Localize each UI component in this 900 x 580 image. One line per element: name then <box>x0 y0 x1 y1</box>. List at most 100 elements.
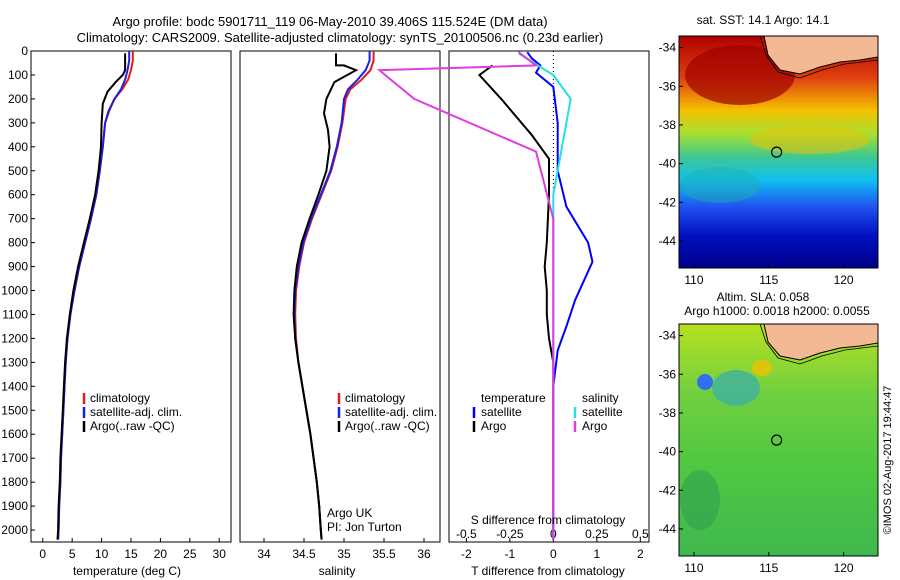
x-tick-label: 36 <box>417 547 431 561</box>
sla-low-eddy <box>712 370 760 406</box>
t-difference-axis-label: T difference from climatology <box>471 564 625 578</box>
y-tick-label: 400 <box>8 140 28 154</box>
sla-map: 110 115 120 -34 -36 -38 -40 -42 -44 <box>659 323 879 575</box>
map-y-tick-label: -34 <box>659 41 677 55</box>
y-tick-label: 1900 <box>1 499 28 513</box>
y-tick-label: 500 <box>8 164 28 178</box>
map-y-tick-label: -34 <box>659 329 677 343</box>
sst-frame <box>678 35 879 269</box>
sst-warm-patch <box>685 45 795 105</box>
y-tick-label: 2000 <box>1 523 28 537</box>
sla-frame <box>678 323 879 557</box>
figure-subtitle: Climatology: CARS2009. Satellite-adjuste… <box>77 30 604 45</box>
temperature-legend: climatology satellite-adj. clim. Argo(..… <box>82 391 182 433</box>
map-y-tick-label: -42 <box>659 483 677 497</box>
legend-satellite: satellite-adj. clim. <box>345 405 437 419</box>
sla-deep-eddy <box>697 374 713 390</box>
x-tick-label: 10 <box>95 547 109 561</box>
argo-location-marker <box>771 434 783 446</box>
sla-map-axes: 110 115 120 -34 -36 -38 -40 -42 -44 <box>659 329 854 575</box>
y-tick-label: 1800 <box>1 475 28 489</box>
x-tick-label: 20 <box>154 547 168 561</box>
salinity-axes: 34 34.5 35 35.5 36 <box>257 538 431 561</box>
map-x-tick-label: 115 <box>759 561 778 575</box>
y-tick-label: 700 <box>8 212 28 226</box>
x-tick-label: 0 <box>39 547 46 561</box>
y-tick-label: 200 <box>8 92 28 106</box>
salinity-legend: climatology satellite-adj. clim. Argo(..… <box>327 391 437 534</box>
map-x-tick-label: 110 <box>684 561 703 575</box>
map-x-tick-label: 110 <box>684 273 703 287</box>
temperature-panel <box>30 50 232 543</box>
x-tick-label: 0 <box>550 547 557 561</box>
y-tick-label: 1700 <box>1 451 28 465</box>
pi-label: PI: Jon Turton <box>327 520 402 534</box>
x-tick-label: 15 <box>124 547 138 561</box>
y-tick-label: 100 <box>8 68 28 82</box>
x-tick-label: 30 <box>213 547 227 561</box>
series-line-2 <box>56 53 127 540</box>
temperature-axis-label: temperature (deg C) <box>73 564 181 578</box>
s-tick-label: 0.5 <box>632 527 649 541</box>
legend-climatology: climatology <box>90 391 150 405</box>
legend-salinity-title: salinity <box>582 391 619 405</box>
y-tick-label: 1400 <box>1 379 28 393</box>
s-difference-axis-label: S difference from climatology <box>471 513 626 527</box>
y-tick-label: 800 <box>8 236 28 250</box>
y-tick-label: 600 <box>8 188 28 202</box>
coast-contour <box>759 35 879 79</box>
legend-t-argo: Argo <box>481 419 507 433</box>
s-tick-label: -0.25 <box>496 527 524 541</box>
argo-location-marker <box>771 146 783 158</box>
x-tick-label: -1 <box>505 547 516 561</box>
sla-high-patch <box>752 360 772 376</box>
legend-climatology: climatology <box>345 391 405 405</box>
series-line-1 <box>477 64 555 540</box>
y-tick-label: 1100 <box>2 307 28 321</box>
map-y-tick-label: -44 <box>659 234 677 248</box>
map-y-tick-label: -40 <box>659 445 677 459</box>
series-line-2 <box>292 53 359 540</box>
map-y-tick-label: -36 <box>659 79 677 93</box>
map-y-tick-label: -38 <box>659 118 677 132</box>
x-tick-label: -2 <box>461 547 472 561</box>
sst-front <box>750 126 870 154</box>
x-tick-label: 1 <box>593 547 600 561</box>
legend-temperature-title: temperature <box>481 391 546 405</box>
y-tick-label: 900 <box>8 260 28 274</box>
x-tick-label: 35.5 <box>372 547 396 561</box>
sst-eddy <box>680 167 760 203</box>
legend-s-argo: Argo <box>582 419 608 433</box>
x-tick-label: 5 <box>69 547 76 561</box>
salinity-axis-label: salinity <box>319 564 356 578</box>
coast-contour <box>759 323 879 365</box>
legend-s-satellite: satellite <box>582 405 623 419</box>
sla-west-patch <box>680 470 720 530</box>
map-y-tick-label: -44 <box>659 522 677 536</box>
legend-t-satellite: satellite <box>481 405 522 419</box>
y-tick-label: 1300 <box>1 355 28 369</box>
y-tick-label: 1200 <box>1 331 28 345</box>
map-y-tick-label: -40 <box>659 157 677 171</box>
y-tick-label: 1500 <box>1 403 28 417</box>
temperature-axes: 0 5 10 15 20 25 300100200300400500600700800900… <box>1 44 226 561</box>
x-tick-label: 34.5 <box>292 547 316 561</box>
map-y-tick-label: -36 <box>659 367 677 381</box>
difference-panel <box>448 50 650 543</box>
x-tick-label: 34 <box>257 547 271 561</box>
sla-map-subtitle: Argo h1000: 0.0018 h2000: 0.0055 <box>684 304 870 318</box>
sst-map: 110 115 120 -34 -36 -38 -40 -42 -44 <box>659 35 879 287</box>
x-tick-label: 25 <box>183 547 197 561</box>
y-tick-label: 1600 <box>1 427 28 441</box>
argo-uk-label: Argo UK <box>327 506 372 520</box>
legend-argo: Argo(..raw -QC) <box>345 419 430 433</box>
legend-argo: Argo(..raw -QC) <box>90 419 175 433</box>
difference-lines <box>376 51 594 540</box>
series-line-0 <box>526 51 594 540</box>
y-tick-label: 0 <box>21 44 28 58</box>
y-tick-label: 1000 <box>1 284 28 298</box>
temperature-lines <box>56 51 134 540</box>
map-y-tick-label: -42 <box>659 195 677 209</box>
map-x-tick-label: 120 <box>834 561 854 575</box>
